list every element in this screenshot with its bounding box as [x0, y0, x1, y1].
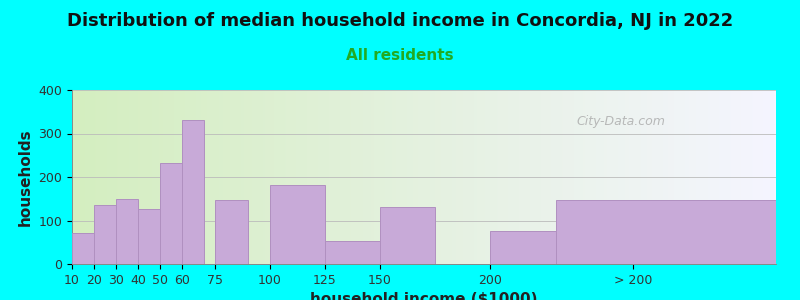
Bar: [490, 231, 556, 264]
Bar: [380, 208, 435, 264]
Bar: [94, 205, 116, 264]
Bar: [325, 241, 380, 264]
Bar: [182, 120, 204, 264]
Bar: [116, 199, 138, 264]
Bar: [72, 233, 94, 264]
Bar: [215, 200, 248, 264]
Bar: [160, 163, 182, 264]
X-axis label: household income ($1000): household income ($1000): [310, 292, 538, 300]
Text: City-Data.com: City-Data.com: [577, 115, 666, 128]
Bar: [270, 185, 325, 264]
Y-axis label: households: households: [18, 128, 33, 226]
Bar: [138, 209, 160, 264]
Text: Distribution of median household income in Concordia, NJ in 2022: Distribution of median household income …: [67, 12, 733, 30]
Text: All residents: All residents: [346, 48, 454, 63]
Bar: [556, 200, 776, 264]
